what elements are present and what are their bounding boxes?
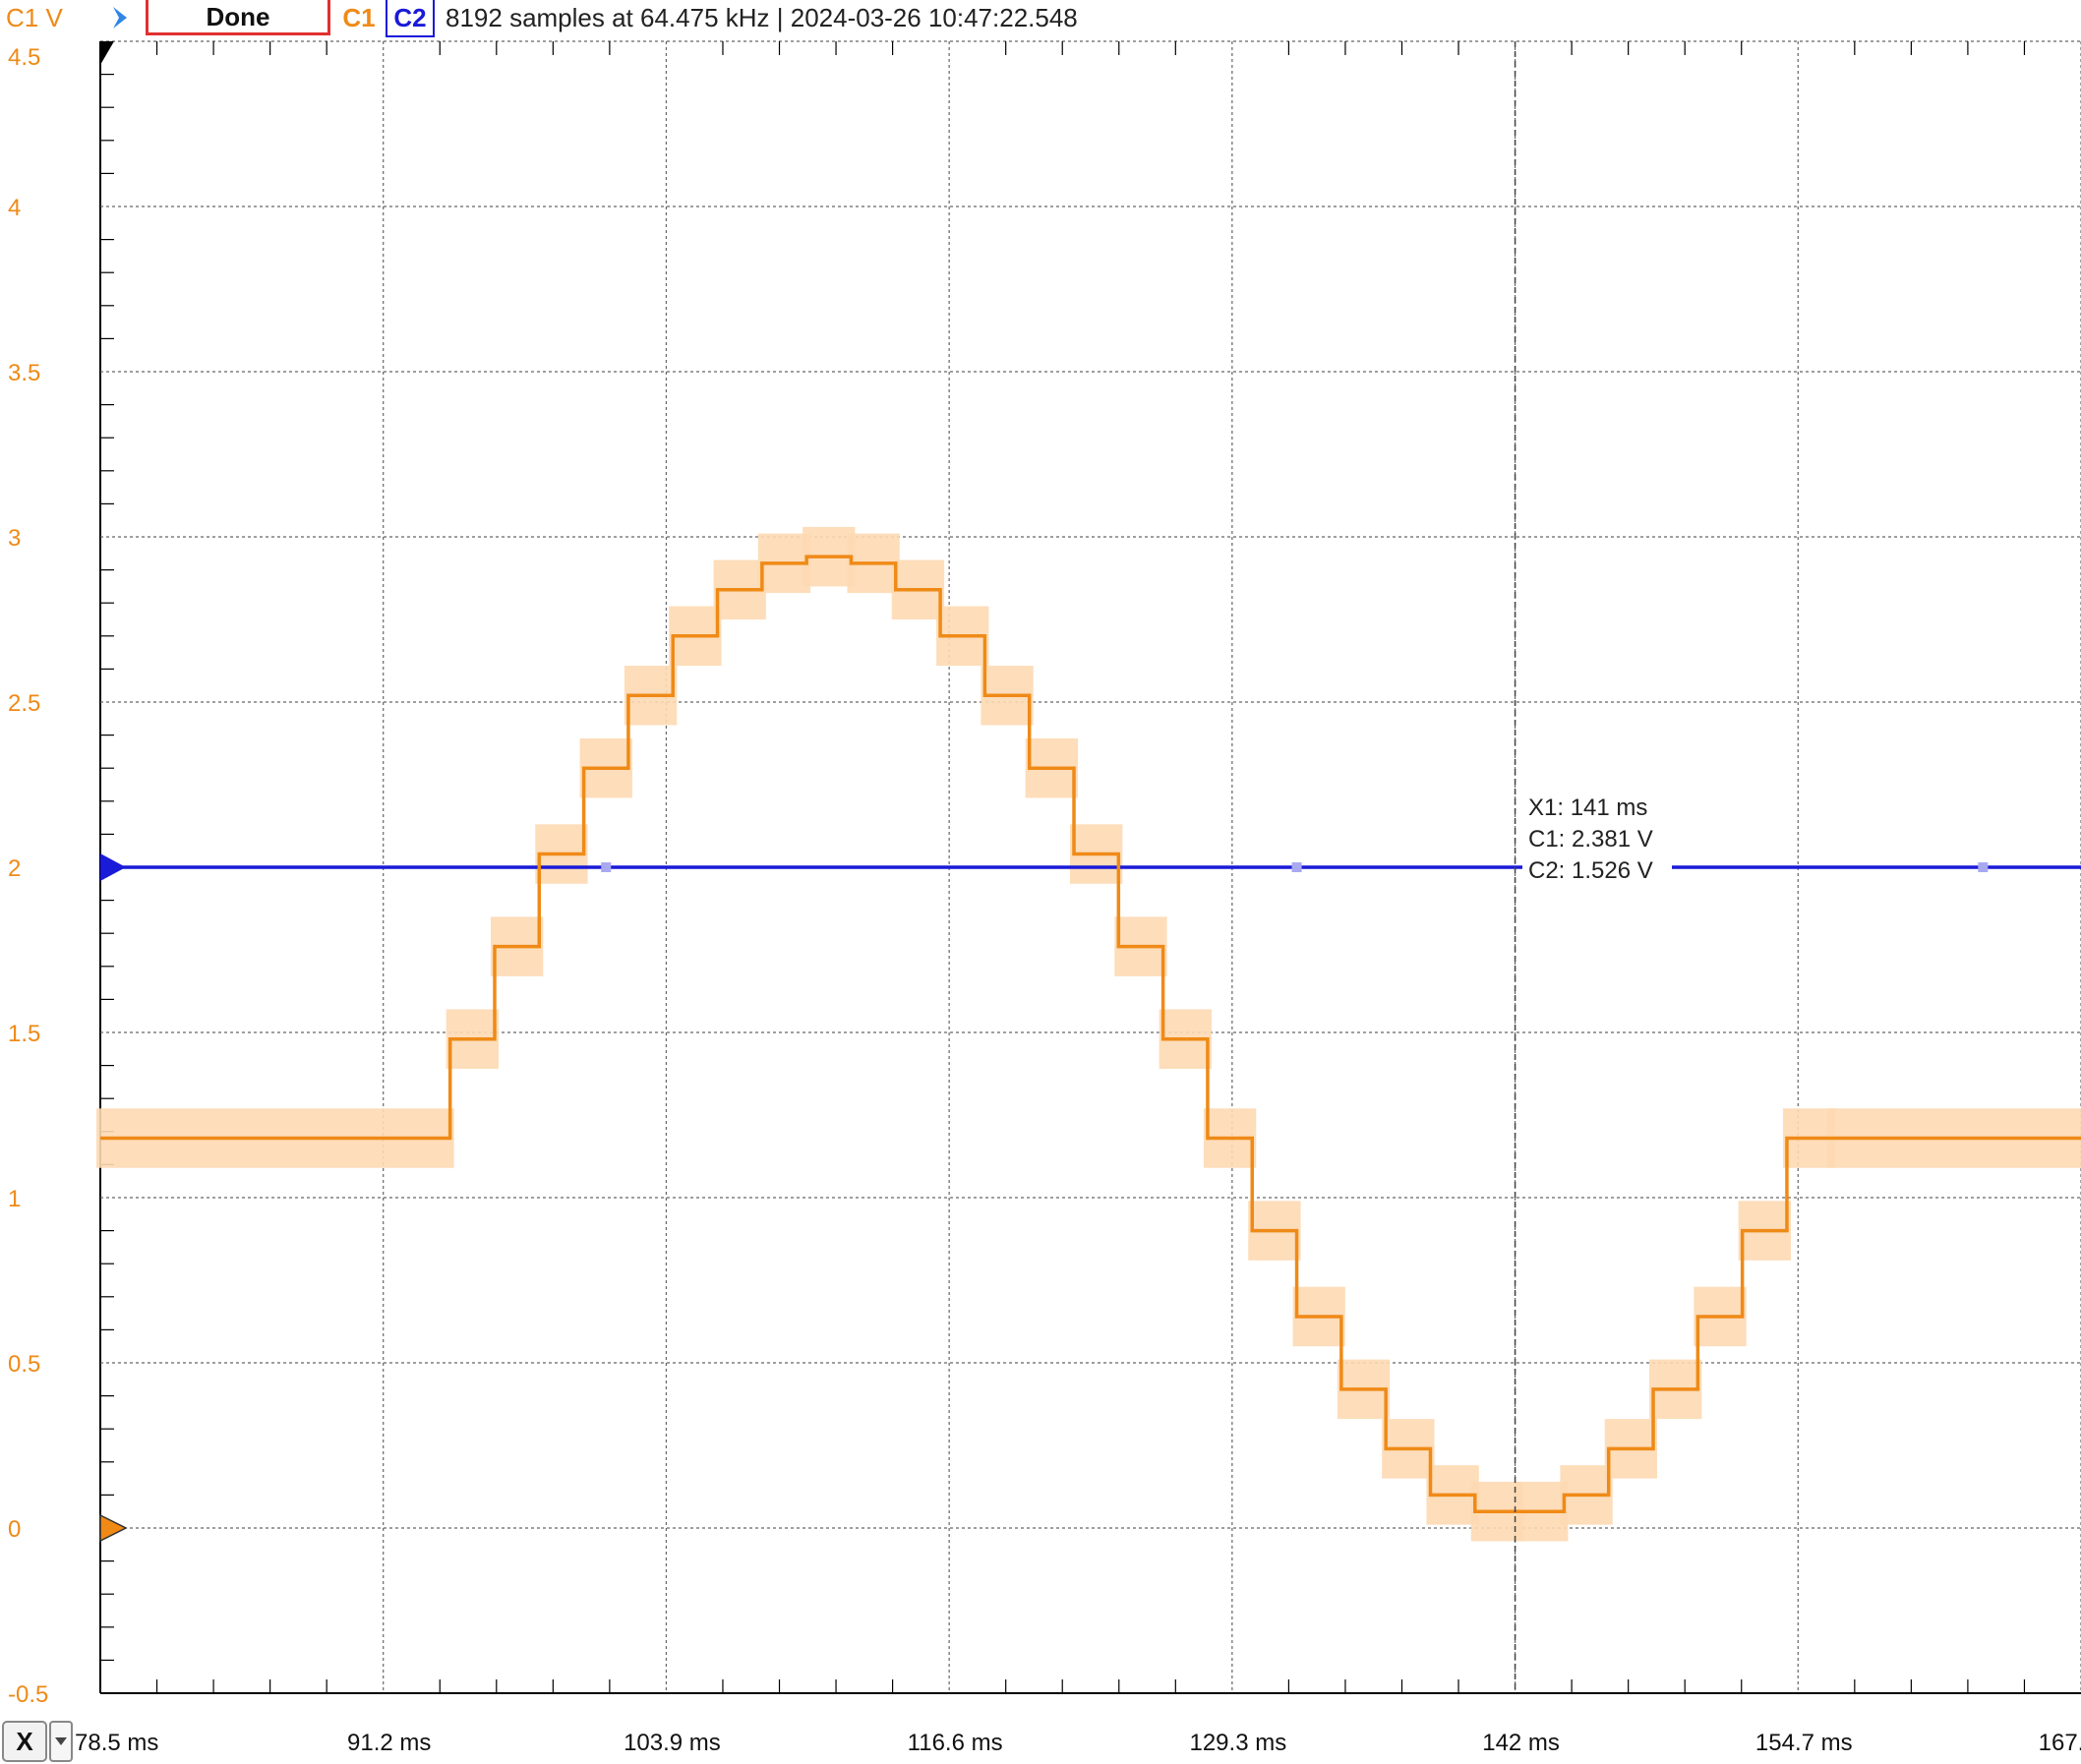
x-tick-label: 129.3 ms [1189, 1730, 1286, 1756]
level-markers [99, 41, 128, 1543]
chevron-right-icon[interactable] [108, 4, 134, 31]
channel1-toggle[interactable]: C1 [342, 3, 376, 32]
cursor-x1-readout: X1: 141 ms [1528, 794, 1647, 821]
chevron-down-icon [55, 1737, 67, 1745]
channel1-noise-band [96, 526, 2081, 1542]
x-tick-labels: 78.5 ms 91.2 ms 103.9 ms 116.6 ms 129.3 ms 14… [75, 1730, 2081, 1756]
channel2-toggle[interactable]: C2 [386, 0, 435, 37]
c2-sample-dot [1978, 862, 1989, 872]
toolbar: C1 V Done C1 C2 8192 samples at 64.475 k… [0, 0, 2081, 39]
c2-level-marker [100, 853, 126, 881]
channel2-trace [100, 862, 2081, 872]
y-tick-label: -0.5 [8, 1681, 48, 1708]
x-tick-label: 78.5 ms [75, 1730, 158, 1756]
y-tick-labels: -0.5 0 0.5 1 1.5 2 2.5 3 3.5 4 4.5 [8, 44, 48, 1708]
minor-ticks [100, 41, 2026, 1693]
c2-sample-dot [601, 862, 612, 872]
x-axis-button[interactable]: X [2, 1721, 47, 1762]
run-status-button[interactable]: Done [146, 0, 330, 35]
y-axis-unit-label: C1 V [6, 3, 63, 32]
x-tick-label: 91.2 ms [347, 1730, 431, 1756]
y-tick-label: 1.5 [8, 1021, 40, 1047]
x-tick-label: 142 ms [1482, 1730, 1560, 1756]
x-tick-label: 154.7 ms [1755, 1730, 1853, 1756]
y-tick-label: 3 [8, 525, 21, 552]
cursor-c2-readout: C2: 1.526 V [1528, 857, 1653, 884]
x-tick-label: 116.6 ms [908, 1730, 1003, 1756]
y-tick-label: 2.5 [8, 690, 40, 717]
y-tick-label: 1 [8, 1186, 21, 1212]
y-tick-label: 4.5 [8, 44, 40, 71]
cursor-readout: X1: 141 ms C1: 2.381 V C2: 1.526 V [1514, 41, 1672, 1693]
y-tick-label: 0 [8, 1516, 21, 1543]
x-tick-label: 103.9 ms [624, 1730, 721, 1756]
x-tick-label: 167.4 ms [2039, 1730, 2081, 1756]
channel1-trace [100, 555, 2081, 1513]
trigger-marker [100, 41, 114, 65]
c2-sample-dot [1291, 862, 1302, 872]
c1-step-line [100, 555, 2081, 1513]
c1-level-marker [99, 1513, 128, 1543]
x-axis-dropdown[interactable] [49, 1721, 73, 1762]
y-tick-label: 2 [8, 855, 21, 882]
y-tick-label: 0.5 [8, 1351, 40, 1378]
y-tick-label: 4 [8, 195, 21, 221]
acquisition-info: 8192 samples at 64.475 kHz | 2024-03-26 … [446, 3, 1078, 32]
y-tick-label: 3.5 [8, 360, 40, 386]
cursor-c1-readout: C1: 2.381 V [1528, 826, 1653, 853]
